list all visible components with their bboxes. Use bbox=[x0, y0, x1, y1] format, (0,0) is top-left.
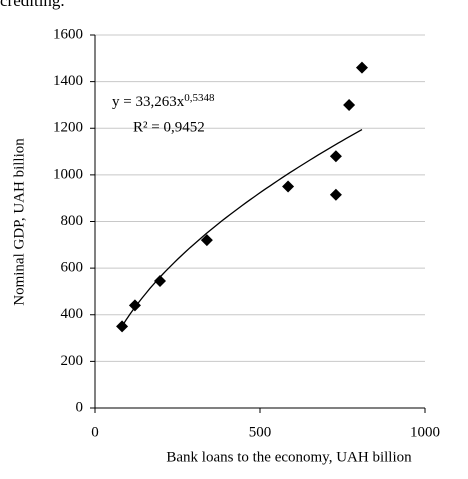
point bbox=[116, 320, 129, 333]
x-axis-title: Bank loans to the economy, UAH billion bbox=[166, 449, 412, 465]
y-axis-title: Nominal GDP, UAH billion bbox=[11, 138, 27, 306]
point bbox=[355, 61, 368, 74]
trend-equation: y = 33,263x0,5348 bbox=[112, 92, 215, 111]
trendline bbox=[121, 129, 363, 327]
y-tick-label: 800 bbox=[61, 213, 84, 229]
equation-exponent: 0,5348 bbox=[184, 92, 215, 104]
x-tick-label: 1000 bbox=[410, 424, 440, 440]
y-tick-label: 200 bbox=[61, 353, 84, 369]
x-tick-label: 0 bbox=[91, 424, 99, 440]
r-squared: R² = 0,9452 bbox=[133, 119, 205, 135]
point bbox=[343, 98, 356, 111]
header-text: crediting. bbox=[0, 0, 65, 10]
x-tick-label: 500 bbox=[249, 424, 272, 440]
point bbox=[282, 180, 295, 193]
point bbox=[154, 274, 167, 287]
point bbox=[128, 299, 141, 312]
equation-text: y = 33,263x bbox=[112, 94, 185, 110]
y-tick-label: 600 bbox=[61, 260, 84, 276]
y-tick-label: 0 bbox=[76, 399, 84, 415]
y-tick-label: 1000 bbox=[53, 166, 83, 182]
point bbox=[329, 188, 342, 201]
point bbox=[329, 150, 342, 163]
y-tick-label: 1400 bbox=[53, 73, 83, 89]
y-tick-label: 1600 bbox=[53, 26, 83, 42]
y-tick-label: 400 bbox=[61, 306, 84, 322]
y-tick-label: 1200 bbox=[53, 120, 83, 136]
point bbox=[200, 234, 213, 247]
